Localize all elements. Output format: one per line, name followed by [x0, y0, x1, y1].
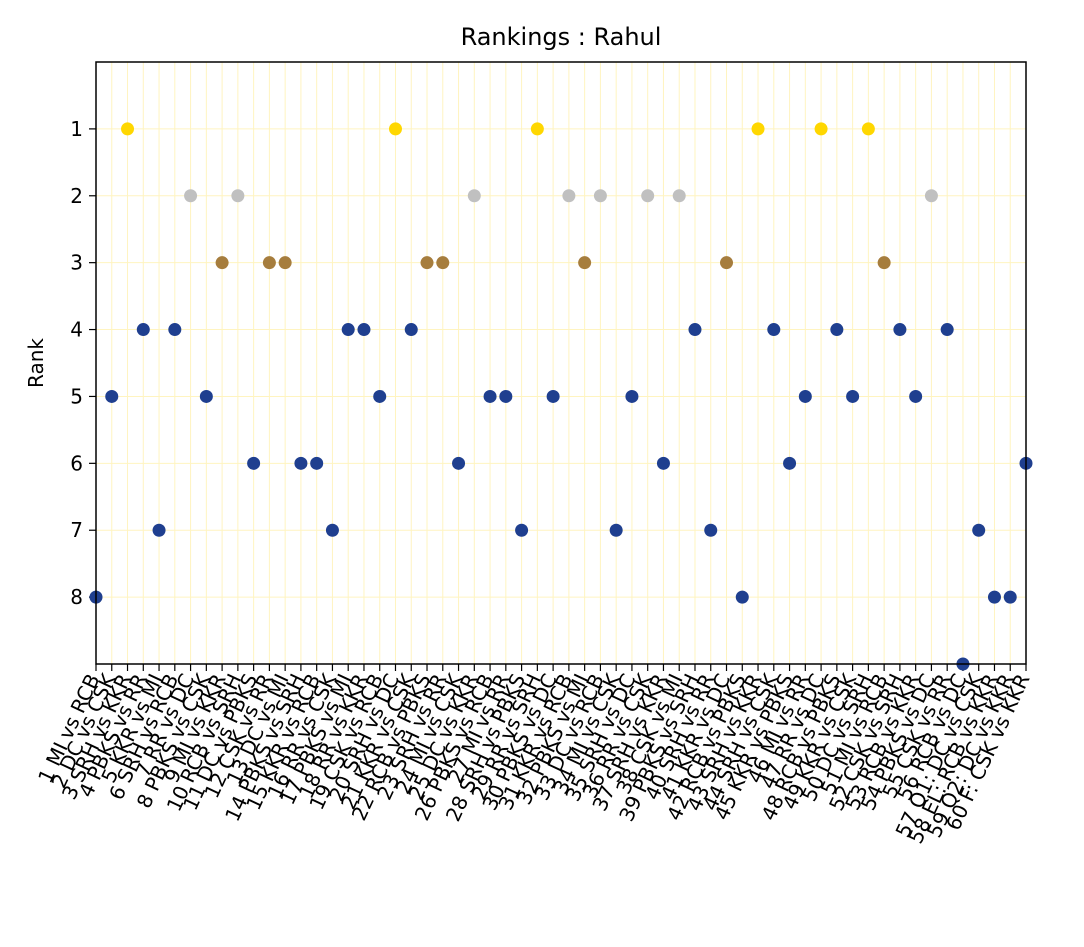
- data-point: [515, 523, 529, 537]
- data-point: [751, 122, 765, 136]
- data-point: [814, 122, 828, 136]
- data-point: [483, 389, 497, 403]
- data-point: [877, 256, 891, 270]
- data-point: [152, 523, 166, 537]
- data-point: [467, 189, 481, 203]
- data-point: [972, 523, 986, 537]
- data-point: [404, 323, 418, 337]
- data-point: [940, 323, 954, 337]
- data-point: [735, 590, 749, 604]
- data-point: [262, 256, 276, 270]
- y-tick-label: 2: [70, 184, 83, 208]
- data-point: [105, 389, 119, 403]
- y-axis: 1 2 3 4 5 6 7 8: [70, 117, 96, 609]
- chart-title: Rankings : Rahul: [461, 23, 662, 51]
- data-point: [499, 389, 513, 403]
- data-point: [294, 456, 308, 470]
- data-point: [704, 523, 718, 537]
- y-tick-label: 1: [70, 117, 83, 141]
- data-point: [609, 523, 623, 537]
- y-tick-label: 3: [70, 251, 83, 275]
- grid: [95, 62, 1027, 664]
- data-point: [593, 189, 607, 203]
- data-point: [987, 590, 1001, 604]
- data-point: [625, 389, 639, 403]
- data-point: [830, 323, 844, 337]
- data-point: [184, 189, 198, 203]
- y-tick-label: 5: [70, 384, 83, 408]
- data-point: [199, 389, 213, 403]
- data-point: [562, 189, 576, 203]
- data-point: [641, 189, 655, 203]
- plot-frame: [95, 61, 1027, 665]
- data-point: [798, 389, 812, 403]
- data-point: [783, 456, 797, 470]
- data-points: [89, 122, 1033, 671]
- data-point: [168, 323, 182, 337]
- data-point: [1003, 590, 1017, 604]
- data-point: [136, 323, 150, 337]
- y-tick-label: 7: [70, 518, 83, 542]
- data-point: [909, 389, 923, 403]
- data-point: [388, 122, 402, 136]
- y-tick-label: 6: [70, 451, 83, 475]
- data-point: [357, 323, 371, 337]
- data-point: [341, 323, 355, 337]
- y-tick-label: 8: [70, 585, 83, 609]
- y-tick-label: 4: [70, 318, 83, 342]
- data-point: [720, 256, 734, 270]
- data-point: [278, 256, 292, 270]
- data-point: [420, 256, 434, 270]
- data-point: [452, 456, 466, 470]
- data-point: [310, 456, 324, 470]
- y-axis-label: Rank: [24, 338, 48, 388]
- data-point: [247, 456, 261, 470]
- data-point: [546, 389, 560, 403]
- data-point: [231, 189, 245, 203]
- data-point: [846, 389, 860, 403]
- data-point: [578, 256, 592, 270]
- data-point: [767, 323, 781, 337]
- data-point: [325, 523, 339, 537]
- data-point: [656, 456, 670, 470]
- data-point: [688, 323, 702, 337]
- data-point: [861, 122, 875, 136]
- data-point: [672, 189, 686, 203]
- data-point: [373, 389, 387, 403]
- data-point: [893, 323, 907, 337]
- data-point: [436, 256, 450, 270]
- data-point: [121, 122, 135, 136]
- data-point: [924, 189, 938, 203]
- data-point: [530, 122, 544, 136]
- data-point: [215, 256, 229, 270]
